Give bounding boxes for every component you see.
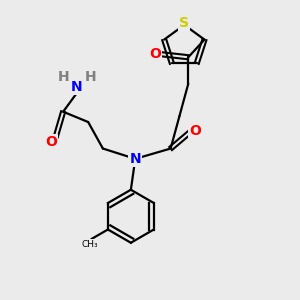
Text: H: H <box>85 70 96 84</box>
Text: CH₃: CH₃ <box>82 240 98 249</box>
Text: S: S <box>179 16 189 30</box>
Text: O: O <box>149 47 161 61</box>
Text: O: O <box>189 124 201 138</box>
Text: H: H <box>58 70 70 84</box>
Text: O: O <box>45 135 57 149</box>
Text: N: N <box>130 152 141 166</box>
Text: N: N <box>70 80 82 94</box>
